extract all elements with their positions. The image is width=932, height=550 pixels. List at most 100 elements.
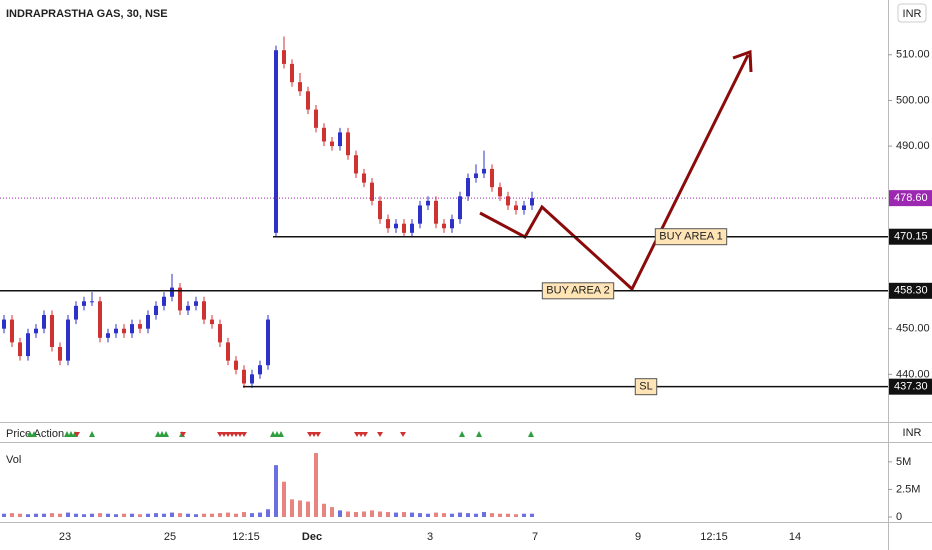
volume-bar [506,513,510,517]
x-tick-label: 12:15 [232,531,260,543]
signal-down [74,432,80,437]
volume-bar [378,511,382,517]
volume-bar [434,512,438,517]
volume-bar [370,510,374,517]
volume-bar [354,512,358,517]
candle-body [34,328,38,334]
currency: INR [903,427,922,439]
level-price-box [889,378,932,395]
volume-bar [218,513,222,517]
level-name-box [634,378,658,396]
y-tick-label: 500.00 [896,94,930,106]
signal-up [270,431,276,437]
candle-body [10,319,14,343]
candle-body [194,301,198,306]
volume-bar [66,512,70,517]
signal-down [241,432,247,437]
volume-bar [330,507,334,517]
candle-body [90,301,94,303]
candle-body [306,91,310,110]
signal-down [358,432,364,437]
candle-body [474,173,478,179]
signal-up [155,431,161,437]
x-tick-label: 9 [635,531,641,543]
x-tick-label: Dec [302,531,322,543]
last-price-box [889,190,932,207]
candle-body [282,50,286,64]
volume-bar [306,501,310,517]
volume-bar [418,513,422,517]
volume-bar [106,513,110,517]
candle-body [74,305,78,320]
candle-body [210,319,214,325]
volume-title: Vol [6,454,21,466]
candle-body [314,109,318,128]
candle-body [178,287,182,311]
signal-up [278,431,284,437]
signal-up [64,431,70,437]
signal-up [89,431,95,437]
y-tick-label: 510.00 [896,49,930,61]
volume-bar [442,513,446,517]
candle-body [402,223,406,233]
signal-down [237,432,243,437]
volume-bar [2,513,6,517]
candle-body [154,305,158,315]
volume-bar [258,512,262,517]
candle-body [410,223,414,233]
candle-body [298,82,302,92]
signal-up [163,431,169,437]
candle-body [482,168,486,174]
signal-down [221,432,227,437]
signal-down [400,432,406,437]
volume-bar [250,513,254,517]
volume-bar [114,514,118,517]
volume-bar [386,512,390,517]
level-price-label: 470.15 [894,231,928,243]
signal-up [528,431,534,437]
level-name-box [541,282,615,300]
currency[interactable]: INR [903,8,922,20]
candle-body [122,328,126,334]
level-name: BUY AREA 1 [659,231,722,243]
y-tick-label: 440.00 [896,368,930,380]
candle-body [330,141,334,147]
signal-down [217,432,223,437]
candle-body [338,132,342,147]
volume-bar [298,500,302,517]
candle-body [146,315,150,329]
volume-bar [474,513,478,517]
candle-body [530,198,534,206]
volume-bar [154,513,158,517]
x-tick-label: 14 [789,531,801,543]
candle-body [466,178,470,197]
signal-up [476,431,482,437]
volume-bar [178,513,182,517]
candle-body [362,173,366,183]
volume-bar [194,514,198,517]
signal-down [180,432,186,437]
volume-tick-label: 5M [896,456,911,468]
signal-up [68,431,74,437]
volume-bar [18,513,22,517]
level-name: BUY AREA 2 [546,285,609,297]
candle-body [386,219,390,229]
volume-bar [90,513,94,517]
y-tick-label: 450.00 [896,323,930,335]
volume-bar [50,513,54,517]
candle-body [242,369,246,384]
candle-body [202,301,206,320]
x-tick-label: 23 [59,531,71,543]
volume-bar [234,513,238,517]
volume-bar [242,512,246,517]
signal-down [354,432,360,437]
candle-body [434,200,438,224]
signal-down [229,432,235,437]
volume-bar [322,503,326,517]
volume-bar [266,509,270,517]
volume-bar [202,513,206,517]
volume-bar [362,511,366,517]
volume-bar [26,514,30,517]
currency-box[interactable] [897,3,927,23]
candle-body [394,223,398,229]
